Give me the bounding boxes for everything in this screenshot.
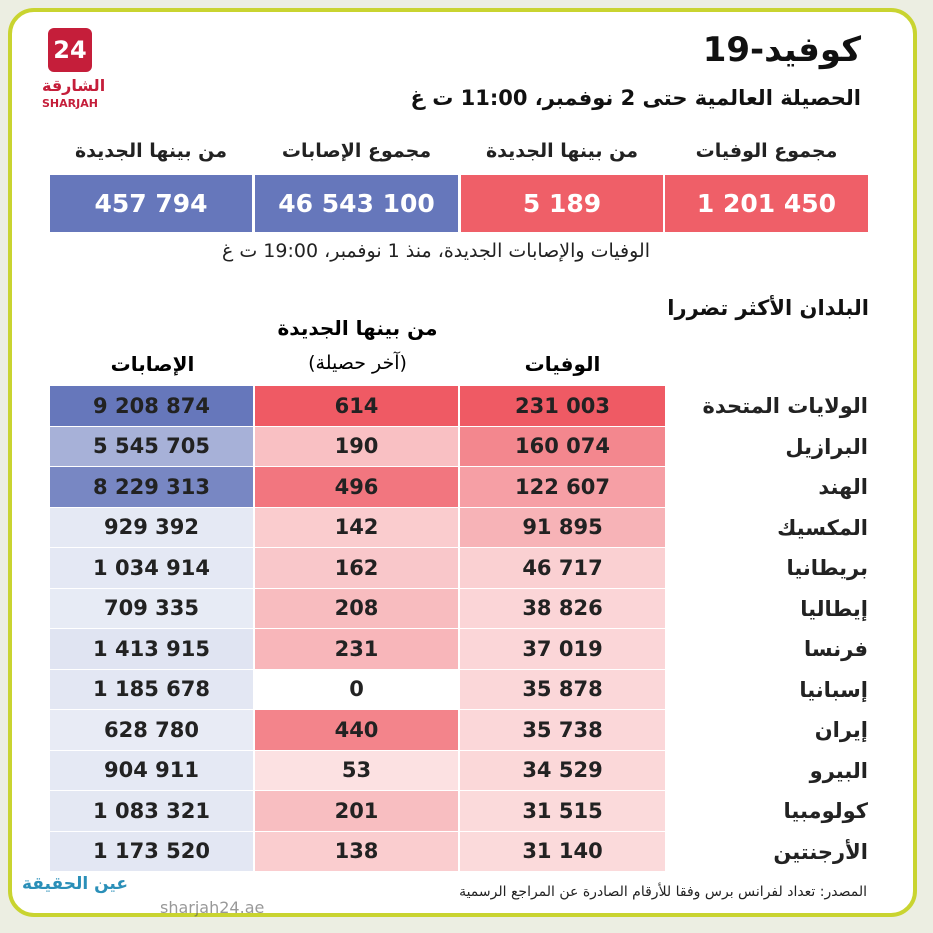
country: بريطانيا <box>786 556 868 581</box>
source: المصدر: تعداد لفرانس برس وفقا للأرقام ال… <box>459 884 867 900</box>
new-deaths: 190 <box>255 426 458 466</box>
new-deaths: 0 <box>255 669 458 709</box>
summary-label: مجموع الإصابات <box>281 140 432 162</box>
watermark-brand: عين الحقيقة <box>22 874 128 894</box>
logo-arabic: الشارقة <box>42 76 106 95</box>
country: كولومبيا <box>783 799 868 824</box>
cases: 929 392 <box>50 507 253 547</box>
subtitle: الحصيلة العالمية حتى 2 نوفمبر، 11:00 ت غ <box>410 86 861 110</box>
col-new-note: (آخر حصيلة) <box>308 352 407 374</box>
country: الولايات المتحدة <box>702 394 868 419</box>
summary-value: 1 201 450 <box>665 175 868 232</box>
summary-value: 46 543 100 <box>255 175 458 232</box>
deaths: 31 140 <box>460 831 665 871</box>
col-deaths: الوفيات <box>524 352 601 376</box>
new-deaths: 142 <box>255 507 458 547</box>
cases: 5 545 705 <box>50 426 253 466</box>
title: كوفيد-19 <box>702 30 861 70</box>
country: إيطاليا <box>800 596 868 621</box>
deaths: 160 074 <box>460 426 665 466</box>
deaths: 231 003 <box>460 386 665 426</box>
deaths: 91 895 <box>460 507 665 547</box>
summary-label: من بينها الجديدة <box>485 140 639 162</box>
deaths: 35 738 <box>460 710 665 750</box>
new-deaths: 231 <box>255 629 458 669</box>
new-deaths: 496 <box>255 467 458 507</box>
deaths: 31 515 <box>460 791 665 831</box>
deaths: 34 529 <box>460 750 665 790</box>
deaths: 38 826 <box>460 588 665 628</box>
new-deaths: 138 <box>255 831 458 871</box>
col-cases: الإصابات <box>110 352 195 376</box>
deaths: 37 019 <box>460 629 665 669</box>
new-deaths: 614 <box>255 386 458 426</box>
cases: 1 185 678 <box>50 669 253 709</box>
cases: 9 208 874 <box>50 386 253 426</box>
country: فرنسا <box>804 637 868 662</box>
cases: 1 083 321 <box>50 791 253 831</box>
summary-label: من بينها الجديدة <box>74 140 228 162</box>
deaths: 122 607 <box>460 467 665 507</box>
country: الهند <box>818 475 868 500</box>
new-deaths: 208 <box>255 588 458 628</box>
country: البيرو <box>809 758 868 783</box>
country: الأرجنتين <box>773 839 868 864</box>
summary-value: 5 189 <box>461 175 663 232</box>
logo-latin: SHARJAH <box>42 97 98 110</box>
logo-number: 24 <box>48 28 92 72</box>
country: المكسيك <box>777 515 868 540</box>
new-deaths: 162 <box>255 548 458 588</box>
new-deaths: 201 <box>255 791 458 831</box>
country: البرازيل <box>785 434 868 459</box>
col-new: من بينها الجديدة <box>277 316 438 340</box>
summary-label: مجموع الوفيات <box>695 140 838 162</box>
deaths: 46 717 <box>460 548 665 588</box>
cases: 904 911 <box>50 750 253 790</box>
watermark-site: sharjah24.ae <box>160 898 265 917</box>
cases: 1 413 915 <box>50 629 253 669</box>
cases: 628 780 <box>50 710 253 750</box>
summary-value: 457 794 <box>50 175 252 232</box>
new-deaths: 440 <box>255 710 458 750</box>
cases: 1 173 520 <box>50 831 253 871</box>
table-title: البلدان الأكثر تضررا <box>667 296 869 320</box>
country: إيران <box>814 718 868 743</box>
country: إسبانيا <box>799 677 868 702</box>
new-deaths: 53 <box>255 750 458 790</box>
summary-note: الوفيات والإصابات الجديدة، منذ 1 نوفمبر،… <box>221 240 650 262</box>
cases: 8 229 313 <box>50 467 253 507</box>
deaths: 35 878 <box>460 669 665 709</box>
cases: 709 335 <box>50 588 253 628</box>
cases: 1 034 914 <box>50 548 253 588</box>
